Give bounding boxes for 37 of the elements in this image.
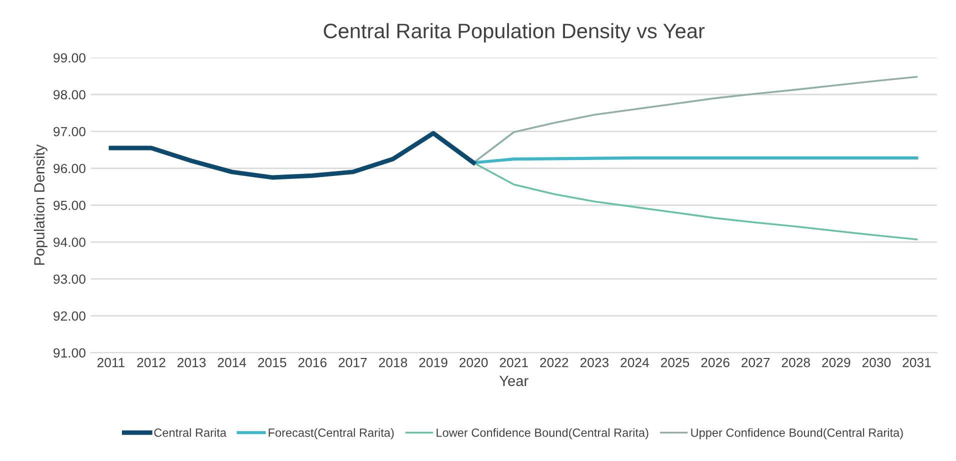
x-tick-label: 2027 (742, 358, 770, 368)
y-axis-title: Population Density (34, 144, 48, 265)
x-tick-label: 2022 (540, 358, 568, 368)
x-tick-label: 2020 (460, 358, 488, 368)
x-tick-label: 2013 (178, 358, 206, 368)
x-tick-label: 2029 (822, 358, 850, 368)
x-tick-label: 2023 (580, 358, 609, 368)
x-tick-label: 2011 (97, 358, 125, 368)
x-tick-label: 2012 (137, 358, 166, 368)
x-tick-label: 2030 (862, 358, 891, 368)
x-tick-label: 2025 (660, 358, 690, 368)
x-tick-label: 2017 (338, 358, 367, 368)
legend-label: Upper Confidence Bound(Central Rarita) (691, 428, 903, 440)
x-tick-label: 2024 (620, 358, 650, 368)
chart-title: Central Rarita Population Density vs Year (324, 23, 705, 43)
x-tick-label: 2018 (378, 358, 408, 368)
y-tick-label: 98.00 (54, 90, 86, 100)
y-tick-label: 94.00 (54, 238, 86, 247)
x-axis-title: Year (499, 376, 528, 386)
x-tick-label: 2016 (298, 358, 327, 368)
y-tick-label: 92.00 (54, 311, 86, 321)
y-tick-label: 99.00 (54, 53, 86, 63)
x-tick-label: 2021 (500, 358, 528, 368)
y-tick-label: 95.00 (54, 200, 86, 210)
x-tick-label: 2015 (258, 358, 286, 368)
legend-label: Forecast(Central Rarita) (268, 428, 394, 440)
y-tick-label: 91.00 (54, 348, 86, 358)
x-tick-label: 2019 (419, 358, 448, 368)
x-tick-label: 2028 (782, 358, 810, 368)
x-tick-label: 2026 (701, 358, 730, 368)
x-tick-label: 2014 (218, 358, 246, 368)
y-tick-label: 96.00 (54, 164, 86, 174)
legend-label: Central Rarita (154, 428, 226, 437)
legend-label: Lower Confidence Bound(Central Rarita) (436, 428, 648, 440)
x-tick-label: 2031 (902, 358, 931, 368)
y-tick-label: 97.00 (54, 126, 86, 136)
y-tick-label: 93.00 (54, 274, 86, 284)
